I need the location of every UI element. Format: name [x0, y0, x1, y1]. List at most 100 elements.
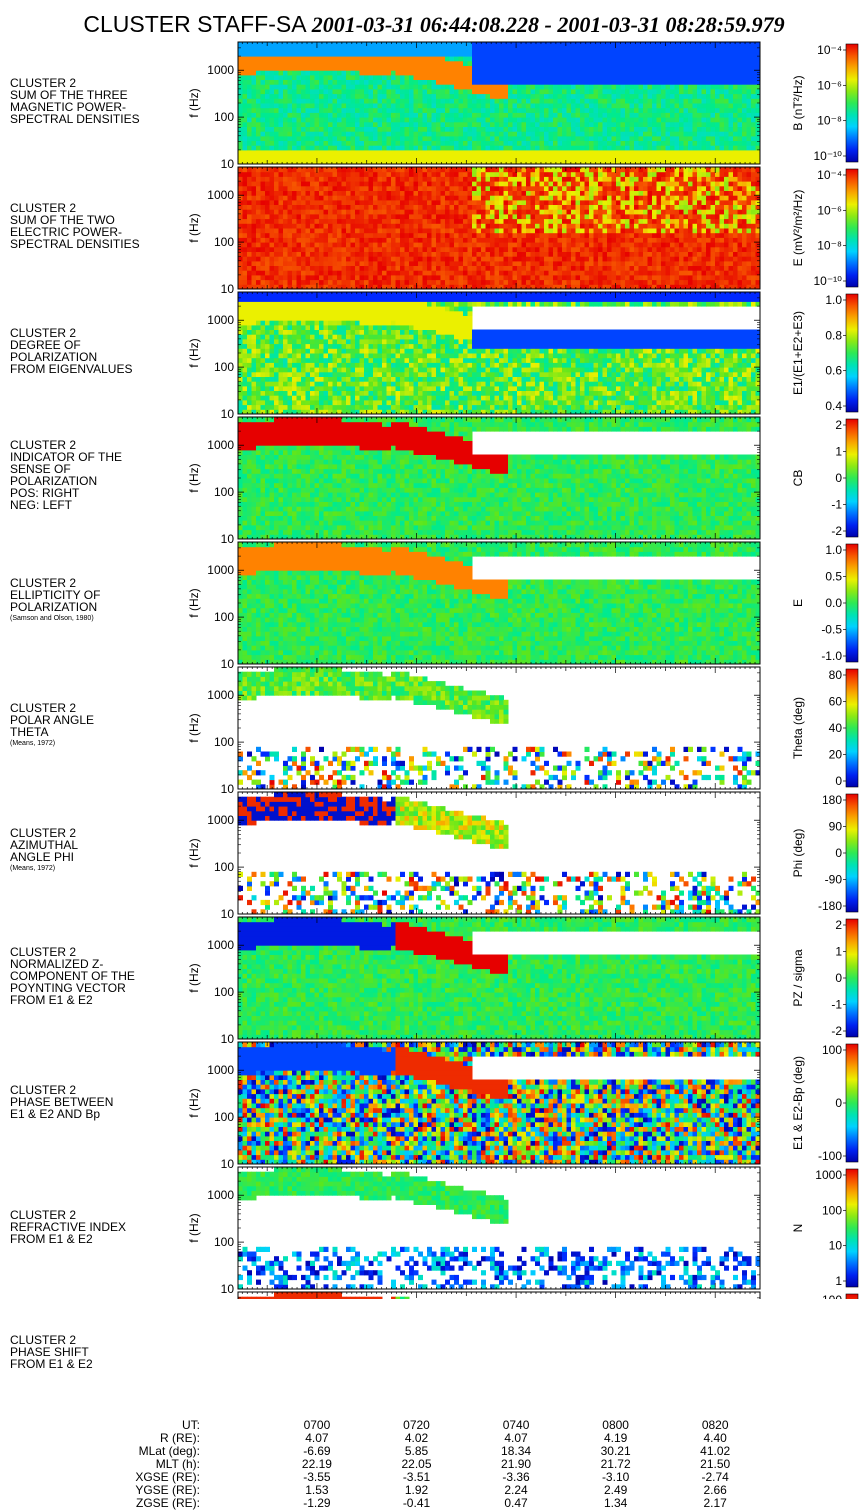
- spectrogram-cell: [292, 223, 297, 228]
- spectrogram-cell: [423, 275, 428, 280]
- spectrogram-cell: [616, 122, 621, 127]
- spectrogram-cell: [445, 266, 450, 271]
- spectrogram-cell: [607, 150, 612, 155]
- spectrogram-cell: [387, 176, 392, 181]
- spectrogram-cell: [283, 94, 288, 99]
- spectrogram-cell: [661, 98, 666, 103]
- spectrogram-cell: [423, 181, 428, 186]
- spectrogram-cell: [418, 228, 423, 233]
- spectrogram-cell: [729, 94, 734, 99]
- spectrogram-cell: [378, 256, 383, 261]
- spectrogram-cell: [571, 66, 576, 71]
- spectrogram-cell: [450, 145, 455, 150]
- spectrogram-cell: [499, 70, 504, 75]
- spectrogram-cell: [400, 61, 405, 66]
- spectrogram-cell: [504, 200, 509, 205]
- spectrogram-cell: [283, 150, 288, 155]
- spectrogram-cell: [252, 219, 257, 224]
- spectrogram-cell: [684, 61, 689, 66]
- spectrogram-cell: [360, 61, 365, 66]
- spectrogram-cell: [634, 80, 639, 85]
- spectrogram-cell: [373, 195, 378, 200]
- spectrogram-cell: [270, 233, 275, 238]
- spectrogram-cell: [373, 117, 378, 122]
- spectrogram-cell: [252, 261, 257, 266]
- spectrogram-cell: [585, 131, 590, 136]
- spectrogram-cell: [346, 108, 351, 113]
- spectrogram-cell: [342, 237, 347, 242]
- spectrogram-cell: [324, 252, 329, 257]
- spectrogram-cell: [513, 56, 518, 61]
- spectrogram-cell: [445, 247, 450, 252]
- spectrogram-cell: [612, 70, 617, 75]
- spectrogram-cell: [346, 228, 351, 233]
- spectrogram-cell: [751, 56, 756, 61]
- spectrogram-cell: [463, 122, 468, 127]
- spectrogram-cell: [675, 84, 680, 89]
- spectrogram-cell: [297, 275, 302, 280]
- spectrogram-cell: [535, 70, 540, 75]
- spectrogram-cell: [729, 98, 734, 103]
- spectrogram-cell: [243, 94, 248, 99]
- spectrogram-cell: [450, 112, 455, 117]
- spectrogram-cell: [346, 131, 351, 136]
- spectrogram-cell: [400, 42, 405, 47]
- spectrogram-cell: [247, 103, 252, 108]
- spectrogram-cell: [432, 167, 437, 172]
- spectrogram-cell: [414, 42, 419, 47]
- spectrogram-cell: [720, 51, 725, 56]
- spectrogram-cell: [657, 136, 662, 141]
- spectrogram-cell: [315, 112, 320, 117]
- spectrogram-cell: [472, 70, 477, 75]
- spectrogram-cell: [702, 89, 707, 94]
- spectrogram-cell: [382, 167, 387, 172]
- spectrogram-cell: [679, 51, 684, 56]
- spectrogram-cell: [274, 94, 279, 99]
- spectrogram-cell: [423, 108, 428, 113]
- spectrogram-cell: [319, 94, 324, 99]
- spectrogram-cell: [378, 141, 383, 146]
- spectrogram-cell: [256, 141, 261, 146]
- spectrogram-cell: [351, 256, 356, 261]
- spectrogram-cell: [306, 186, 311, 191]
- spectrogram-cell: [724, 108, 729, 113]
- spectrogram-cell: [706, 70, 711, 75]
- spectrogram-cell: [499, 112, 504, 117]
- spectrogram-cell: [630, 80, 635, 85]
- spectrogram-cell: [261, 176, 266, 181]
- spectrogram-cell: [445, 141, 450, 146]
- spectrogram-cell: [702, 136, 707, 141]
- spectrogram-cell: [508, 200, 513, 205]
- spectrogram-cell: [747, 108, 752, 113]
- spectrogram-cell: [432, 80, 437, 85]
- spectrogram-cell: [405, 237, 410, 242]
- spectrogram-cell: [364, 66, 369, 71]
- spectrogram-cell: [508, 131, 513, 136]
- spectrogram-cell: [504, 141, 509, 146]
- spectrogram-cell: [319, 275, 324, 280]
- spectrogram-cell: [747, 70, 752, 75]
- spectrogram-cell: [666, 155, 671, 160]
- spectrogram-cell: [337, 70, 342, 75]
- spectrogram-cell: [594, 112, 599, 117]
- spectrogram-cell: [337, 150, 342, 155]
- spectrogram-cell: [418, 94, 423, 99]
- spectrogram-cell: [540, 131, 545, 136]
- spectrogram-cell: [369, 150, 374, 155]
- spectrogram-cell: [562, 61, 567, 66]
- spectrogram-cell: [517, 275, 522, 280]
- spectrogram-cell: [486, 89, 491, 94]
- spectrogram-cell: [675, 94, 680, 99]
- spectrogram-cell: [391, 66, 396, 71]
- spectrogram-cell: [468, 200, 473, 205]
- spectrogram-cell: [351, 242, 356, 247]
- spectrogram-cell: [351, 247, 356, 252]
- spectrogram-cell: [454, 261, 459, 266]
- spectrogram-cell: [409, 155, 414, 160]
- spectrogram-cell: [261, 141, 266, 146]
- spectrogram-cell: [450, 261, 455, 266]
- spectrogram-cell: [355, 275, 360, 280]
- spectrogram-cell: [499, 256, 504, 261]
- spectrogram-cell: [391, 172, 396, 177]
- spectrogram-cell: [324, 136, 329, 141]
